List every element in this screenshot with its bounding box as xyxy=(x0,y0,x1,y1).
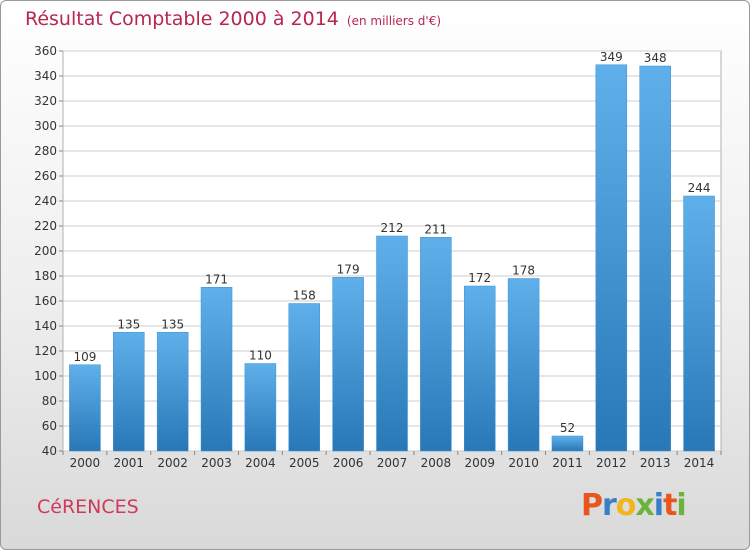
bar xyxy=(376,235,408,452)
x-tick-label: 2011 xyxy=(552,456,583,470)
x-tick-label: 2013 xyxy=(640,456,671,470)
logo-letter: P xyxy=(581,488,603,523)
logo-letter: t xyxy=(663,488,677,523)
title-unit: (en milliers d'€) xyxy=(346,14,442,28)
bar-value-label: 109 xyxy=(73,350,96,364)
x-tick-label: 2002 xyxy=(157,456,188,470)
x-tick-label: 2007 xyxy=(377,456,408,470)
x-tick-label: 2001 xyxy=(114,456,145,470)
x-tick-label: 2014 xyxy=(684,456,715,470)
logo-letter: i xyxy=(653,488,664,523)
logo-letter: o xyxy=(615,488,637,523)
bar xyxy=(551,435,584,452)
bar-value-label: 110 xyxy=(249,349,272,363)
bar-value-label: 135 xyxy=(161,317,184,331)
y-tick-label: 120 xyxy=(34,344,57,358)
y-tick-label: 240 xyxy=(34,194,57,208)
bar-value-label: 348 xyxy=(644,51,667,65)
x-tick-label: 2005 xyxy=(289,456,320,470)
bar xyxy=(156,332,189,452)
x-tick-label: 2012 xyxy=(596,456,627,470)
bar xyxy=(113,332,145,452)
logo-letter: r xyxy=(602,488,617,523)
bar xyxy=(244,363,277,452)
x-tick-label: 2003 xyxy=(201,456,232,470)
y-tick-label: 160 xyxy=(34,294,57,308)
bar-value-label: 158 xyxy=(293,289,316,303)
title-text: Résultat Comptable 2000 à 2014 xyxy=(25,8,339,30)
y-tick-label: 360 xyxy=(34,44,57,58)
commune-name: CéRENCES xyxy=(37,496,139,518)
bar-value-label: 179 xyxy=(337,262,360,276)
y-tick-label: 200 xyxy=(34,244,57,258)
bar xyxy=(683,195,715,452)
x-tick-label: 2008 xyxy=(421,456,452,470)
bar-value-label: 212 xyxy=(381,221,404,235)
bar-value-label: 171 xyxy=(205,272,228,286)
bar-value-label: 178 xyxy=(512,264,535,278)
bar xyxy=(332,277,364,452)
y-tick-label: 180 xyxy=(34,269,57,283)
chart-title: Résultat Comptable 2000 à 2014 (en millie… xyxy=(25,8,441,30)
y-tick-label: 320 xyxy=(34,94,57,108)
y-tick-label: 340 xyxy=(34,69,57,83)
bar xyxy=(507,278,540,452)
x-tick-label: 2004 xyxy=(245,456,276,470)
proxiti-logo: Proxiti xyxy=(581,488,687,523)
bar xyxy=(639,65,671,452)
x-tick-label: 2009 xyxy=(464,456,495,470)
y-tick-label: 300 xyxy=(34,119,57,133)
y-tick-label: 100 xyxy=(34,369,57,383)
bar-value-label: 211 xyxy=(424,222,447,236)
x-tick-label: 2006 xyxy=(333,456,364,470)
logo-letter: i xyxy=(676,488,686,523)
bar xyxy=(288,303,321,452)
bar xyxy=(595,64,628,452)
bar xyxy=(420,237,452,452)
y-tick-label: 260 xyxy=(34,169,57,183)
bar-value-label: 244 xyxy=(688,181,711,195)
y-tick-label: 220 xyxy=(34,219,57,233)
bar xyxy=(69,364,101,452)
bar xyxy=(463,285,496,452)
bar-value-label: 349 xyxy=(600,50,623,64)
x-tick-label: 2000 xyxy=(70,456,101,470)
y-tick-label: 280 xyxy=(34,144,57,158)
y-tick-label: 140 xyxy=(34,319,57,333)
bar-value-label: 135 xyxy=(117,317,140,331)
bar-value-label: 52 xyxy=(560,421,575,435)
y-tick-label: 80 xyxy=(42,394,57,408)
bar xyxy=(200,287,233,452)
y-tick-label: 60 xyxy=(42,419,57,433)
y-tick-label: 40 xyxy=(42,444,57,458)
x-tick-label: 2010 xyxy=(508,456,539,470)
logo-letter: x xyxy=(635,488,654,523)
bar-value-label: 172 xyxy=(468,271,491,285)
